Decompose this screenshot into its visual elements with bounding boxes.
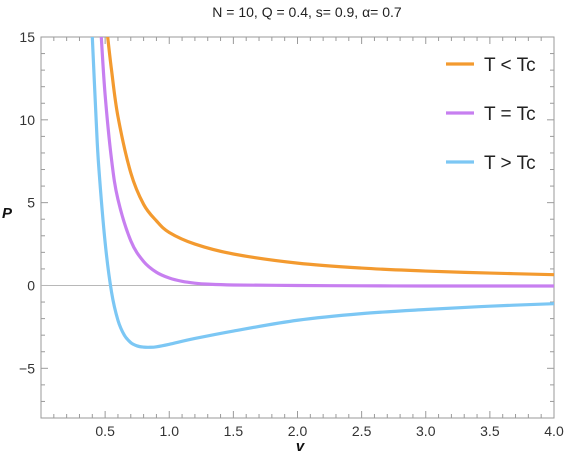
x-tick-label: 1.5 [224,423,244,439]
x-tick-label: 3.5 [480,423,500,439]
x-tick-label: 3.0 [416,423,436,439]
legend-label-2: T = Tc [484,104,536,125]
legend-label-1: T < Tc [484,55,536,76]
y-tick-label: 0 [27,277,35,293]
tick-labels: 0.5 1.0 1.5 2.0 2.5 3.0 3.5 4.0 −5 0 5 10 15 [19,29,564,439]
x-axis-label: v [296,438,306,455]
legend-label-3: T > Tc [484,153,536,174]
series-line-1 [106,37,554,277]
axis-ticks [41,36,555,419]
x-tick-label: 1.0 [160,423,180,439]
x-tick-label: 2.0 [288,423,308,439]
x-tick-label: 2.5 [352,423,372,439]
legend: T < Tc T = Tc T > Tc [446,55,536,174]
y-tick-label: 10 [19,112,35,128]
series-line-3 [90,37,554,349]
series-lines [90,37,554,349]
x-tick-label: 0.5 [95,423,115,439]
plot-frame [40,36,555,419]
chart-title: N = 10, Q = 0.4, s= 0.9, α= 0.7 [212,4,402,20]
series-line-2 [99,37,554,288]
y-tick-label: 5 [27,195,35,211]
x-tick-label: 4.0 [544,423,564,439]
y-tick-label: −5 [19,360,35,376]
y-tick-label: 15 [19,29,35,45]
y-axis-label: P [2,205,13,222]
plot-border [40,36,555,419]
